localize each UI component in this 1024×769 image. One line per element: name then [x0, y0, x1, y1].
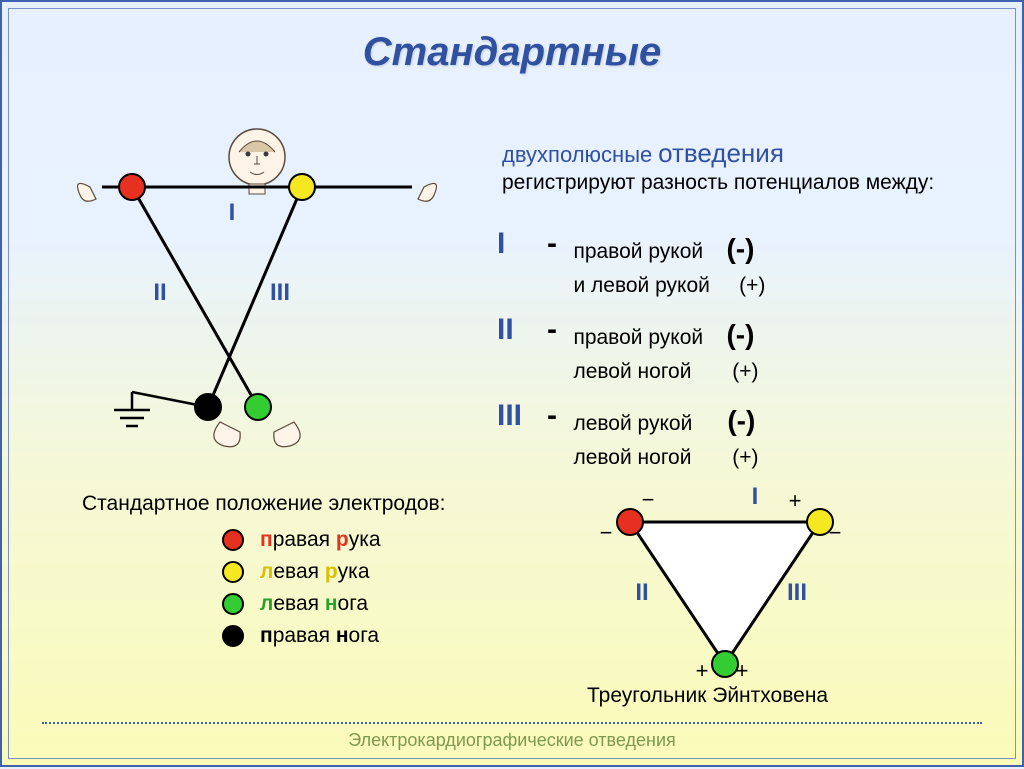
lead-num: I — [497, 227, 547, 261]
lead-iii-row: III- левой рукой (-) левой ногой (+) — [497, 399, 997, 475]
lead-line1: правой рукой — [573, 326, 703, 349]
svg-text:+: + — [696, 658, 709, 683]
svg-text:−: − — [829, 520, 842, 545]
lead-sign: (+) — [732, 446, 758, 469]
lead-sign: (+) — [732, 360, 758, 383]
svg-text:−: − — [600, 520, 613, 545]
legend-item: левая рука — [222, 560, 482, 584]
lead-line2: и левой рукой — [573, 274, 709, 297]
lead-sign: (-) — [727, 405, 755, 436]
lead-sign: (-) — [726, 233, 754, 264]
leads-definitions: I- правой рукой (-) и левой рукой (+) II… — [497, 227, 997, 485]
svg-text:I: I — [752, 483, 759, 510]
legend-item: правая рука — [222, 528, 482, 552]
leads-word: отведения — [658, 138, 784, 168]
lead-sign: (+) — [739, 274, 765, 297]
svg-text:I: I — [229, 199, 236, 226]
legend-label: левая нога — [260, 592, 368, 616]
legend-dot-icon — [222, 561, 244, 583]
legend-dot-icon — [222, 593, 244, 615]
svg-text:+: + — [736, 658, 749, 683]
svg-text:III: III — [270, 279, 290, 306]
legend-item: левая нога — [222, 592, 482, 616]
legend-label: левая рука — [260, 560, 370, 584]
lead-i-row: I- правой рукой (-) и левой рукой (+) — [497, 227, 997, 303]
lead-num: III — [497, 399, 547, 433]
legend: Стандартное положение электродов: правая… — [82, 492, 482, 656]
footer-divider — [42, 722, 982, 724]
legend-dot-icon — [222, 529, 244, 551]
lead-line2: левой ногой — [573, 446, 691, 469]
intro-text: двухполюсные отведения регистрируют разн… — [502, 137, 972, 196]
lead-sign: (-) — [726, 319, 754, 350]
lead-ii-row: II- правой рукой (-) левой ногой (+) — [497, 313, 997, 389]
svg-text:+: + — [789, 488, 802, 513]
legend-label: правая рука — [260, 528, 381, 552]
legend-item: правая нога — [222, 624, 482, 648]
legend-title: Стандартное положение электродов: — [82, 492, 482, 516]
footer-text: Электрокардиографические отведения — [2, 730, 1022, 751]
lead-line1: правой рукой — [573, 240, 703, 263]
svg-text:III: III — [787, 579, 807, 606]
page-title: Стандартные — [2, 30, 1022, 75]
legend-label: правая нога — [260, 624, 379, 648]
lead-line1: левой рукой — [573, 412, 692, 435]
lead-line2: левой ногой — [573, 360, 691, 383]
svg-text:II: II — [635, 579, 648, 606]
intro-rest: регистрируют разность потенциалов между: — [502, 170, 972, 196]
svg-text:II: II — [153, 279, 166, 306]
svg-text:−: − — [642, 487, 655, 512]
triangle-caption: Треугольник Эйнтховена — [587, 684, 828, 708]
lead-num: II — [497, 313, 547, 347]
bipolar-word: двухполюсные — [502, 142, 652, 167]
legend-dot-icon — [222, 625, 244, 647]
